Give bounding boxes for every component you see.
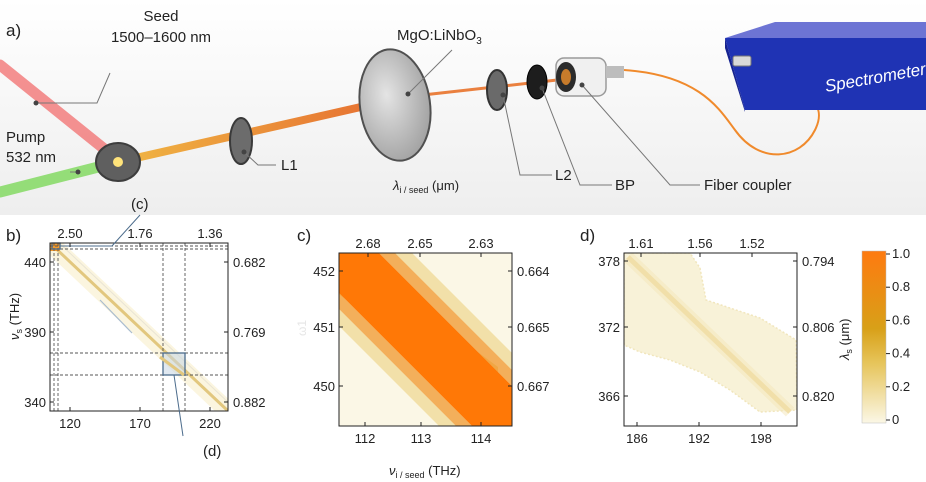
lambda-axis-label: λi / seed (μm) xyxy=(392,178,459,195)
pump-title: Pump xyxy=(6,129,45,146)
ghost-axis-label-c: ω1 xyxy=(295,320,309,336)
fiber-coupler-label: Fiber coupler xyxy=(704,177,792,194)
x-tick-label: 192 xyxy=(688,431,710,446)
panel-label-c: c) xyxy=(297,226,311,245)
right-tick-label: 0.664 xyxy=(517,264,550,279)
top-tick-label: 2.65 xyxy=(407,236,432,251)
heatmap-band-c xyxy=(339,253,512,426)
y-tick-label: 452 xyxy=(313,264,335,279)
nu-i-axis-label: νi / seed (THz) xyxy=(389,463,461,480)
panel-label-b: b) xyxy=(6,226,21,245)
colorbar-tick-label: 0.6 xyxy=(892,312,910,327)
spectrometer-box: Spectrometer xyxy=(725,22,926,112)
panel-label-d: d) xyxy=(580,226,595,245)
colorbar-tick-label: 0.2 xyxy=(892,379,910,394)
lens-l1-label: L1 xyxy=(281,157,298,174)
right-tick-label: 0.806 xyxy=(802,320,835,335)
top-tick-label: 1.52 xyxy=(739,236,764,251)
right-tick-label: 0.665 xyxy=(517,320,550,335)
panel-c: c) ω1 112 113 114 452 451 450 2.68 2.65 2.63 0.66… xyxy=(295,226,550,480)
colorbar-tick-label: 0.8 xyxy=(892,279,910,294)
combined-beam xyxy=(114,93,409,166)
panel-d: d) 186 192 198 378 372 366 1.61 1.56 1.52 0.794 0.… xyxy=(580,226,835,446)
x-tick-label: 198 xyxy=(750,431,772,446)
nu-s-axis-label: νs (THz) xyxy=(7,293,24,340)
right-tick-label: 0.820 xyxy=(802,389,835,404)
callout-c: (c) xyxy=(131,196,149,213)
x-tick-label: 170 xyxy=(129,416,151,431)
top-tick-label: 2.68 xyxy=(355,236,380,251)
top-tick-label: 1.61 xyxy=(628,236,653,251)
x-tick-label: 114 xyxy=(471,431,492,446)
fiber-coupler xyxy=(555,57,624,97)
top-tick-label: 1.36 xyxy=(197,226,222,241)
bandpass-label: BP xyxy=(615,177,635,194)
panel-label-a: a) xyxy=(6,21,21,40)
y-tick-label: 390 xyxy=(24,325,46,340)
seed-title: Seed xyxy=(143,8,178,25)
top-tick-label: 1.56 xyxy=(687,236,712,251)
colorbar: 1.0 0.8 0.6 0.4 0.2 0 λs (μm) xyxy=(837,246,910,427)
callout-d: (d) xyxy=(203,443,221,460)
x-tick-label: 120 xyxy=(59,416,81,431)
right-tick-label: 0.769 xyxy=(233,325,266,340)
panel-b: b) (c) (d) xyxy=(6,196,266,460)
y-tick-label: 366 xyxy=(598,389,620,404)
right-tick-label: 0.794 xyxy=(802,254,835,269)
x-tick-label: 112 xyxy=(355,431,376,446)
right-tick-label: 0.667 xyxy=(517,379,550,394)
colorbar-tick-label: 0.4 xyxy=(892,346,910,361)
colorbar-tick-label: 0 xyxy=(892,412,899,427)
colorbar-tick-label: 1.0 xyxy=(892,246,910,261)
x-tick-label: 186 xyxy=(626,431,648,446)
right-tick-label: 0.682 xyxy=(233,255,266,270)
crystal-label: MgO:LiNbO3 xyxy=(397,27,482,47)
x-tick-label: 113 xyxy=(411,431,432,446)
lambda-s-axis-label: λs (μm) xyxy=(837,319,854,362)
lens-l2 xyxy=(486,69,508,111)
right-tick-label: 0.882 xyxy=(233,395,266,410)
y-tick-label: 440 xyxy=(24,255,46,270)
crystal xyxy=(358,48,432,162)
lens-l1 xyxy=(229,117,253,165)
top-tick-label: 2.63 xyxy=(468,236,493,251)
y-tick-label: 450 xyxy=(313,379,335,394)
pump-wavelength: 532 nm xyxy=(6,149,56,166)
lens-l2-label: L2 xyxy=(555,167,572,184)
y-tick-label: 372 xyxy=(598,320,620,335)
top-tick-label: 2.50 xyxy=(57,226,82,241)
top-tick-label: 1.76 xyxy=(127,226,152,241)
y-tick-label: 451 xyxy=(313,320,335,335)
seed-beam xyxy=(0,59,124,166)
setup-panel: Spectrometer a) Seed 1500–1600 nm Pump 5… xyxy=(0,0,926,215)
y-tick-label: 378 xyxy=(598,254,620,269)
phase-matching-curve xyxy=(50,243,228,411)
y-tick-label: 340 xyxy=(24,395,46,410)
x-tick-label: 220 xyxy=(199,416,221,431)
seed-range: 1500–1600 nm xyxy=(111,29,211,46)
